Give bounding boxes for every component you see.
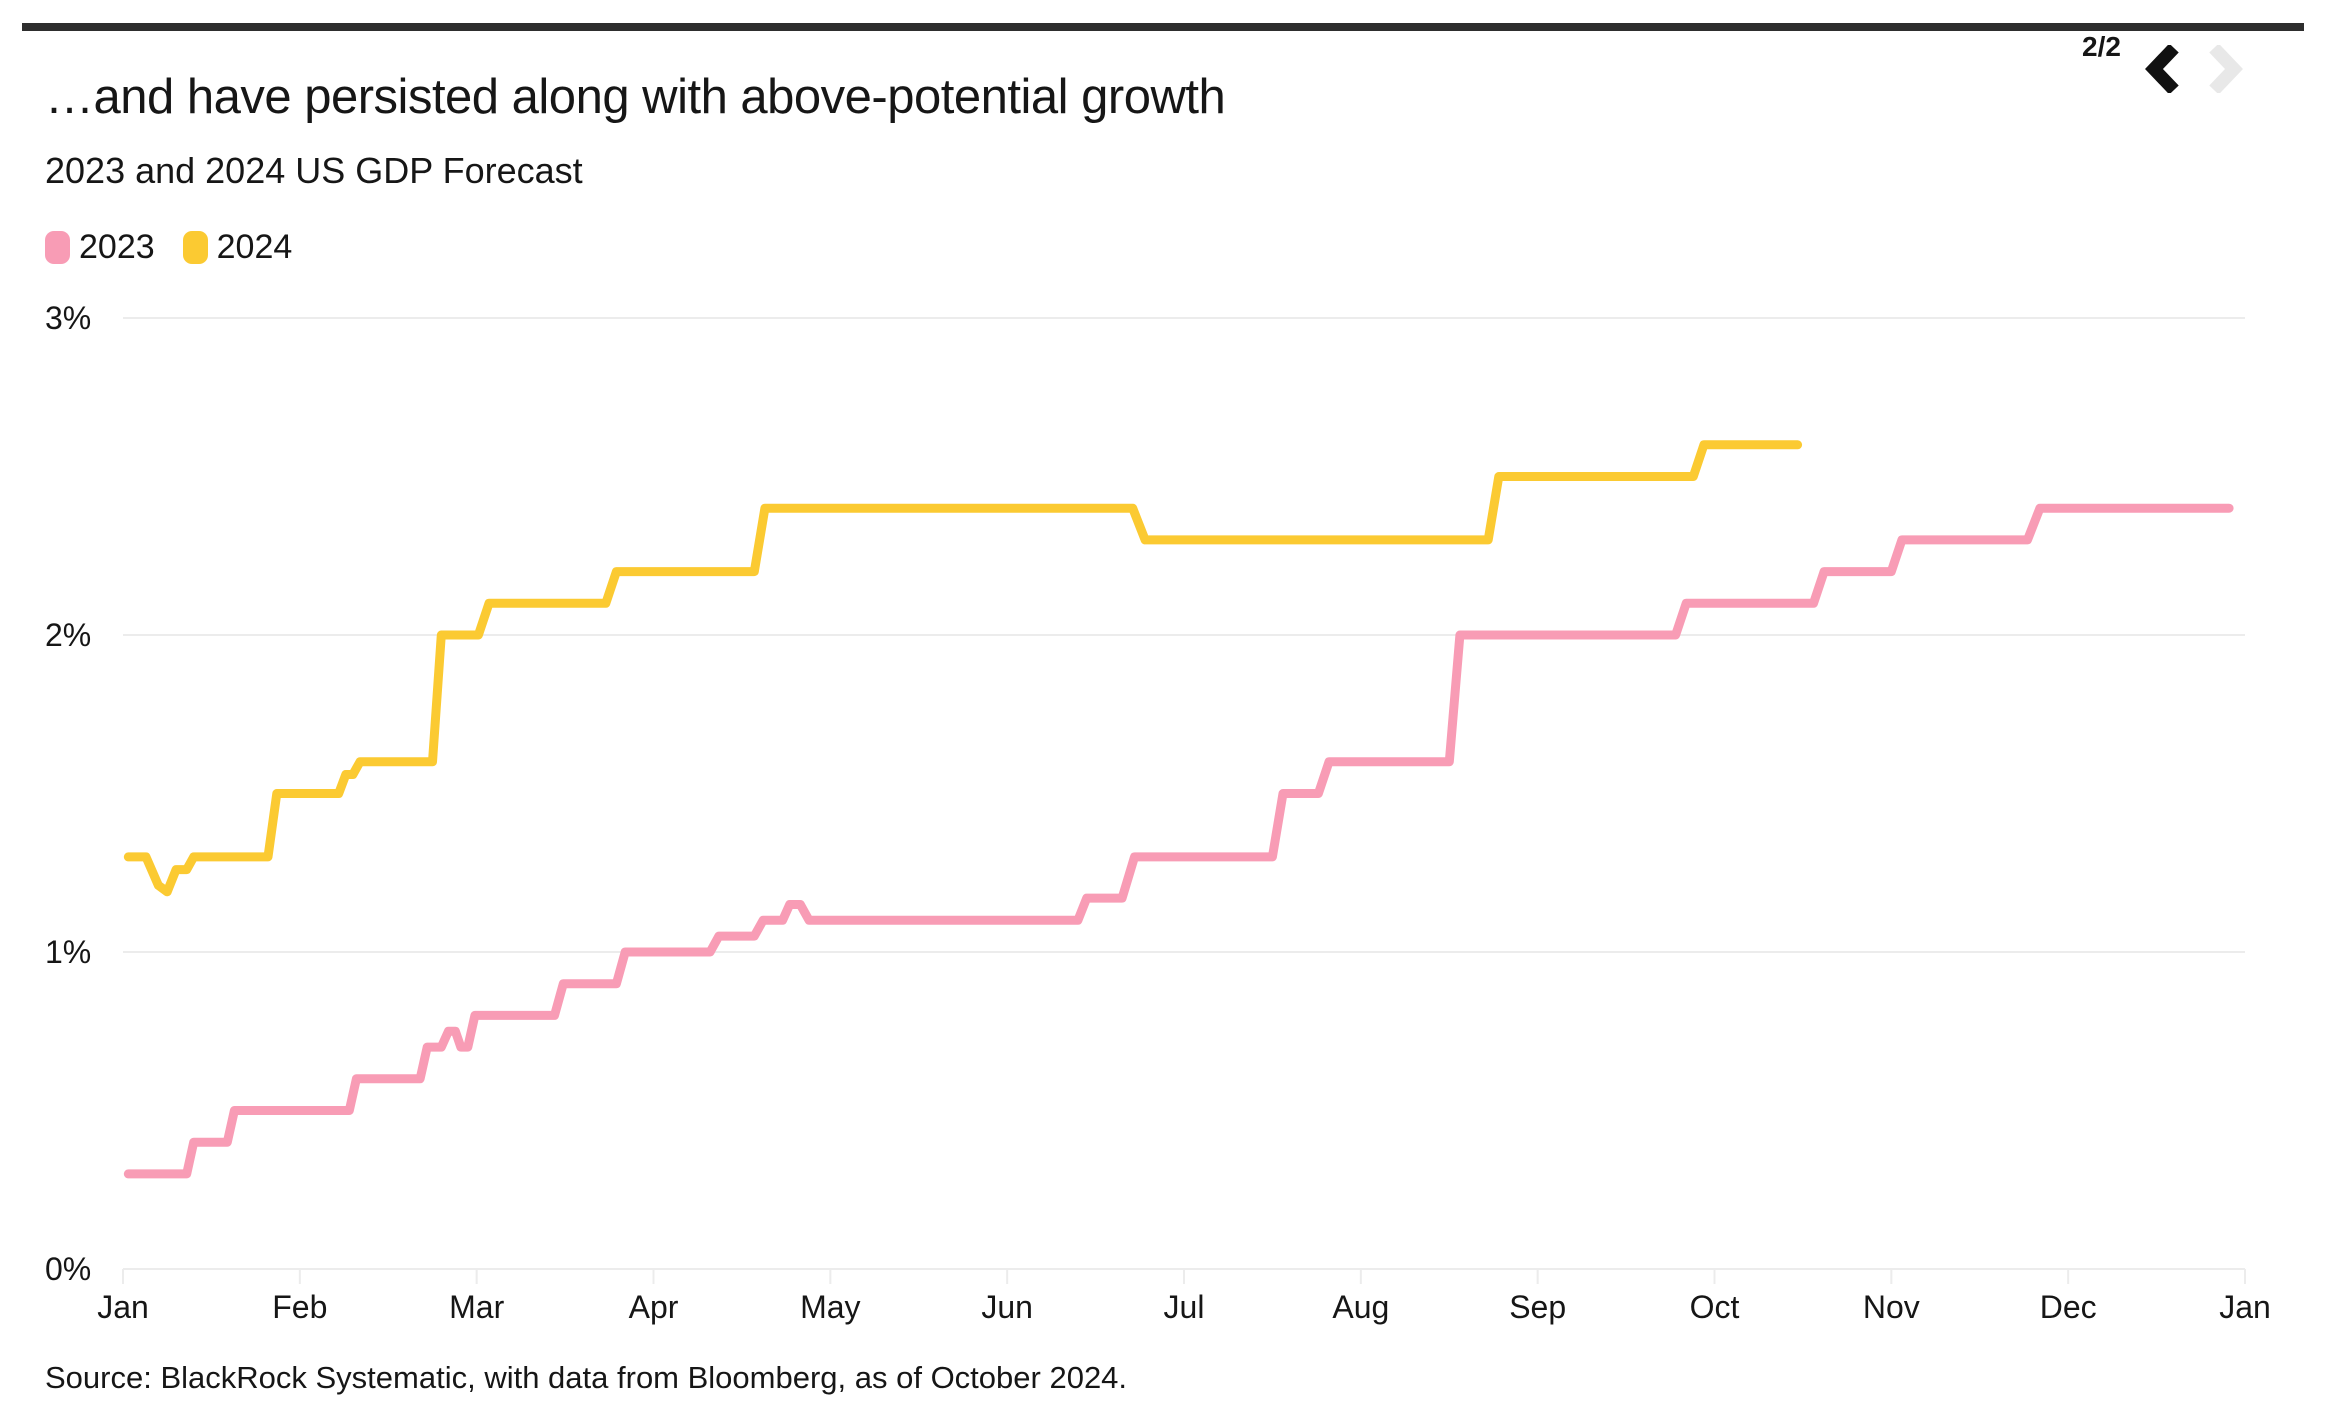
carousel-pager: 2/2 [2082,31,2245,95]
source-note: Source: BlackRock Systematic, with data … [45,1360,1128,1395]
x-axis-label: Jan [97,1289,149,1325]
x-axis-label: May [800,1289,860,1325]
chevron-left-icon [2144,43,2179,95]
x-axis-label: Jul [1164,1289,1205,1325]
x-axis-label: Oct [1690,1289,1740,1325]
page-count: 2/2 [2082,31,2121,62]
x-axis-label: Jun [981,1289,1033,1325]
legend-swatch-2023 [45,231,70,264]
x-axis-label: Apr [629,1289,679,1325]
prev-page-button[interactable] [2143,43,2183,95]
chart-legend: 2023 2024 [45,228,292,267]
x-axis-label: Feb [272,1289,327,1325]
y-axis-label: 2% [45,617,91,653]
x-axis-label: Sep [1509,1289,1566,1325]
y-axis-label: 1% [45,934,91,970]
legend-item-2024: 2024 [182,228,293,267]
x-axis-label: Nov [1863,1289,1920,1325]
top-divider [22,23,2304,31]
x-axis-label: Mar [449,1289,504,1325]
x-axis-label: Dec [2040,1289,2097,1325]
legend-swatch-2024 [182,231,208,264]
legend-label-2024: 2024 [216,228,293,266]
legend-label-2023: 2023 [79,228,155,266]
series-2024-line [123,440,1803,897]
legend-item-2023: 2023 [45,228,155,267]
x-axis-label: Aug [1332,1289,1389,1325]
next-page-button[interactable] [2205,43,2245,95]
x-axis-label: Jan [2219,1289,2271,1325]
y-axis-label: 3% [45,300,91,336]
chart-subtitle: 2023 and 2024 US GDP Forecast [45,150,583,191]
y-axis-label: 0% [45,1251,91,1287]
page-title: …and have persisted along with above-pot… [45,69,1226,124]
chevron-right-icon [2209,43,2243,95]
series-2023-line [123,503,2234,1179]
